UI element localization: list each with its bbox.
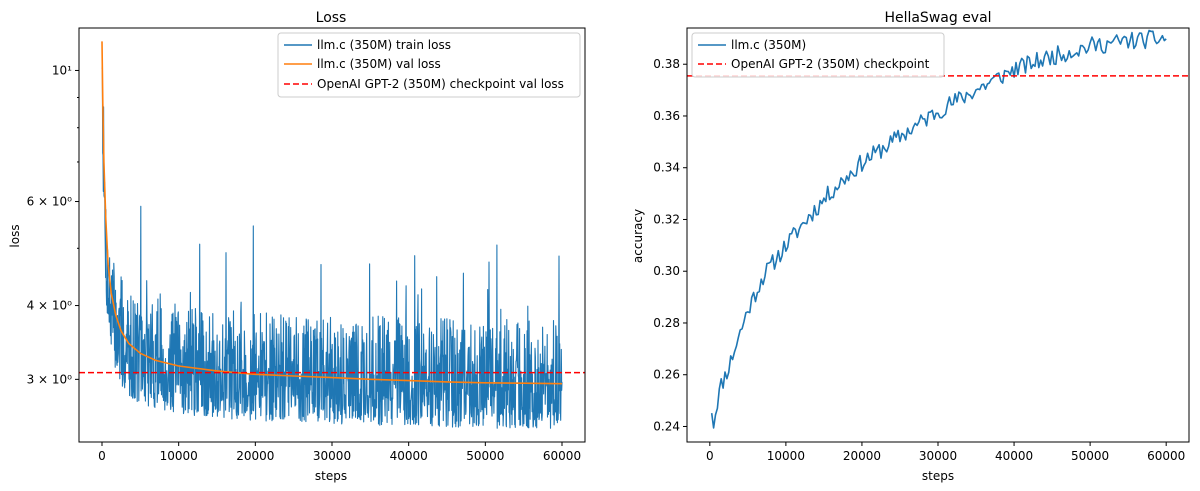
hellaswag-x-tick-label: 20000 [843,449,881,463]
loss-x-axis-label: steps [315,469,347,483]
hellaswag-y-tick-label: 0.24 [653,419,680,433]
loss-x-tick-label: 20000 [236,449,274,463]
hellaswag-y-tick-label: 0.32 [653,212,680,226]
hellaswag-x-tick-label: 40000 [995,449,1033,463]
hellaswag-y-tick-label: 0.34 [653,161,680,175]
hellaswag-y-ticks: 0.24 0.26 0.28 0.30 0.32 0.34 0.36 0.38 [653,57,687,433]
hellaswag-plot-frame [686,27,1190,443]
hellaswag-chart: HellaSwag eval 0 10000 20000 30000 40000 5000… [631,10,1190,483]
loss-chart-title: Loss [316,10,347,26]
loss-x-tick-label: 40000 [390,449,428,463]
loss-chart: Loss 0 10000 20000 30000 40000 50000 60000 3 ×… [8,10,586,483]
hellaswag-x-axis-label: steps [922,469,954,483]
hellaswag-y-tick-label: 0.26 [653,368,680,382]
loss-legend-box [277,32,581,98]
hellaswag-y-tick-label: 0.30 [653,264,680,278]
hellaswag-y-tick-label: 0.38 [653,57,680,71]
loss-y-tick-label: 3 × 10⁰ [27,372,73,386]
loss-x-tick-label: 10000 [160,449,198,463]
loss-legend-label-openai: OpenAI GPT-2 (350M) checkpoint val loss [317,77,564,91]
loss-y-ticks: 3 × 10⁰ 4 × 10⁰ 6 × 10⁰ 10¹ [27,63,79,386]
hellaswag-legend: llm.c (350M) OpenAI GPT-2 (350M) checkpo… [691,32,945,78]
hellaswag-chart-title: HellaSwag eval [884,10,991,26]
hellaswag-x-tick-label: 0 [706,449,714,463]
hellaswag-x-ticks: 0 10000 20000 30000 40000 50000 60000 [706,442,1185,463]
loss-plot-area [79,41,585,429]
loss-y-tick-label: 4 × 10⁰ [27,299,73,313]
loss-x-tick-label: 50000 [466,449,504,463]
hellaswag-x-tick-label: 30000 [919,449,957,463]
hellaswag-y-axis-label: accuracy [631,209,645,263]
hellaswag-legend-label-openai: OpenAI GPT-2 (350M) checkpoint [731,57,930,71]
loss-x-ticks: 0 10000 20000 30000 40000 50000 60000 [98,442,581,463]
loss-series-0-line [101,64,563,429]
hellaswag-x-tick-label: 60000 [1147,449,1185,463]
loss-y-tick-label: 6 × 10⁰ [27,195,73,209]
loss-legend-label-train: llm.c (350M) train loss [317,38,451,52]
hellaswag-y-tick-label: 0.28 [653,316,680,330]
hellaswag-x-tick-label: 10000 [767,449,805,463]
loss-x-tick-label: 60000 [543,449,581,463]
loss-y-tick-label: 10¹ [52,63,72,77]
hellaswag-series-0-line [710,29,1167,429]
loss-legend: llm.c (350M) train loss llm.c (350M) val… [277,32,581,98]
hellaswag-y-tick-label: 0.36 [653,109,680,123]
hellaswag-legend-box [691,32,945,78]
loss-x-tick-label: 30000 [313,449,351,463]
hellaswag-plot-area [687,29,1189,429]
loss-legend-label-val: llm.c (350M) val loss [317,57,441,71]
loss-series-1-line [101,41,563,385]
loss-y-axis-label: loss [8,224,22,247]
hellaswag-legend-label-llmc: llm.c (350M) [731,38,806,52]
hellaswag-x-tick-label: 50000 [1071,449,1109,463]
loss-x-tick-label: 0 [98,449,106,463]
